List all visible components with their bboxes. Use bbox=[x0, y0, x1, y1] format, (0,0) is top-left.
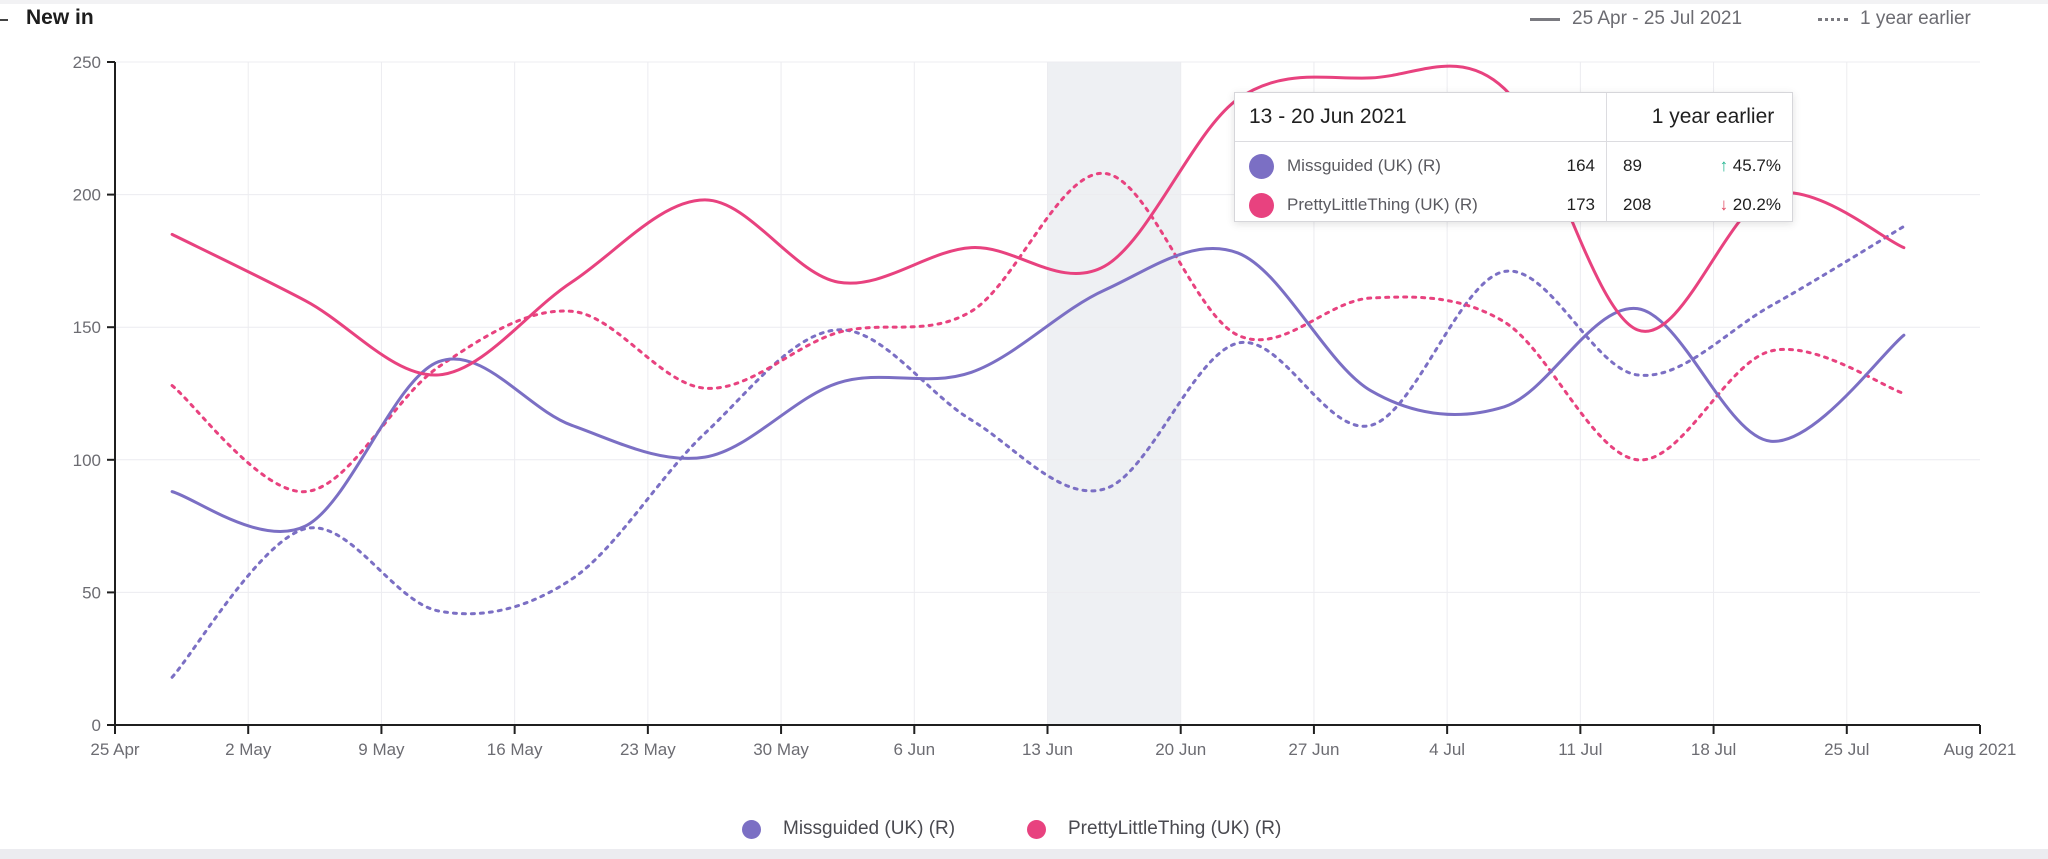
x-tick-label: 25 Apr bbox=[90, 740, 139, 759]
data-tooltip: 13 - 20 Jun 2021 1 year earlier Missguid… bbox=[1234, 92, 1793, 222]
y-tick-label: 0 bbox=[92, 716, 101, 735]
x-tick-label: 20 Jun bbox=[1155, 740, 1206, 759]
x-tick-label: 4 Jul bbox=[1429, 740, 1465, 759]
y-tick-label: 50 bbox=[82, 583, 101, 602]
tooltip-previous-label: 1 year earlier bbox=[1651, 105, 1775, 128]
tooltip-change: ↓ 20.2% bbox=[1705, 195, 1781, 215]
tooltip-series-name: PrettyLittleThing (UK) (R) bbox=[1287, 195, 1478, 214]
tooltip-current-value: 173 bbox=[1566, 195, 1595, 214]
x-tick-label: 30 May bbox=[753, 740, 809, 759]
tooltip-change: ↑ 45.7% bbox=[1705, 156, 1781, 176]
series-line-prettylittlething-uk-r-current bbox=[170, 64, 1906, 377]
legend-previous-label: 1 year earlier bbox=[1860, 8, 1971, 29]
highlight-band bbox=[1047, 62, 1181, 725]
tooltip-previous-value: 208 bbox=[1623, 195, 1652, 214]
tooltip-change-value: 20.2% bbox=[1732, 195, 1781, 214]
x-tick-label: 2 May bbox=[225, 740, 272, 759]
tooltip-period: 13 - 20 Jun 2021 bbox=[1249, 105, 1407, 128]
page-title: New in bbox=[26, 6, 94, 29]
x-tick-label: 6 Jun bbox=[893, 740, 935, 759]
tooltip-row-missguided: Missguided (UK) (R) 164 89 ↑ 45.7% bbox=[1235, 147, 1792, 185]
tooltip-change-value: 45.7% bbox=[1732, 156, 1781, 175]
legend-item-label: PrettyLittleThing (UK) (R) bbox=[1068, 818, 1282, 839]
arrow-up-icon: ↑ bbox=[1719, 156, 1729, 175]
legend-item-prettylittlething[interactable]: PrettyLittleThing (UK) (R) bbox=[1027, 818, 1281, 840]
x-tick-label: 9 May bbox=[358, 740, 405, 759]
x-tick-label: 23 May bbox=[620, 740, 676, 759]
y-tick-label: 150 bbox=[73, 318, 101, 337]
x-tick-label: 25 Jul bbox=[1824, 740, 1869, 759]
series-dot-icon bbox=[1249, 154, 1274, 179]
x-tick-label: 16 May bbox=[487, 740, 543, 759]
legend-current-label: 25 Apr - 25 Jul 2021 bbox=[1572, 8, 1743, 29]
chart-legend: Missguided (UK) (R) PrettyLittleThing (U… bbox=[0, 818, 2048, 848]
tooltip-series-name: Missguided (UK) (R) bbox=[1287, 156, 1441, 175]
y-tick-label: 250 bbox=[73, 53, 101, 72]
solid-line-icon bbox=[1530, 17, 1560, 21]
tooltip-divider bbox=[1606, 93, 1607, 221]
legend-item-missguided[interactable]: Missguided (UK) (R) bbox=[742, 818, 955, 840]
collapse-dash-icon[interactable] bbox=[0, 19, 8, 21]
x-tick-label: 13 Jun bbox=[1022, 740, 1073, 759]
y-tick-label: 100 bbox=[73, 451, 101, 470]
legend-item-label: Missguided (UK) (R) bbox=[783, 818, 956, 839]
tooltip-previous-value: 89 bbox=[1623, 156, 1642, 175]
bottom-border bbox=[0, 849, 2048, 859]
dotted-line-icon bbox=[1818, 17, 1848, 21]
x-tick-label: Aug 2021 bbox=[1944, 740, 2017, 759]
arrow-down-icon: ↓ bbox=[1719, 195, 1729, 214]
tooltip-header: 13 - 20 Jun 2021 1 year earlier bbox=[1235, 93, 1792, 142]
series-line-prettylittlething-uk-r-previous bbox=[170, 171, 1906, 494]
series-line-missguided-uk-r-previous bbox=[170, 224, 1906, 679]
legend-current-period[interactable]: 25 Apr - 25 Jul 2021 bbox=[1530, 8, 1742, 30]
x-tick-label: 11 Jul bbox=[1558, 740, 1602, 759]
tooltip-row-prettylittlething: PrettyLittleThing (UK) (R) 173 208 ↓ 20.… bbox=[1235, 186, 1792, 224]
top-border bbox=[0, 0, 2048, 4]
series-line-missguided-uk-r-current bbox=[170, 247, 1906, 533]
legend-dot-icon bbox=[1027, 819, 1046, 839]
series-dot-icon bbox=[1249, 193, 1274, 218]
y-tick-label: 200 bbox=[73, 186, 101, 205]
legend-dot-icon bbox=[742, 819, 761, 839]
tooltip-current-value: 164 bbox=[1566, 156, 1595, 175]
x-tick-label: 27 Jun bbox=[1288, 740, 1339, 759]
legend-previous-period[interactable]: 1 year earlier bbox=[1818, 8, 1971, 30]
x-tick-label: 18 Jul bbox=[1691, 740, 1736, 759]
